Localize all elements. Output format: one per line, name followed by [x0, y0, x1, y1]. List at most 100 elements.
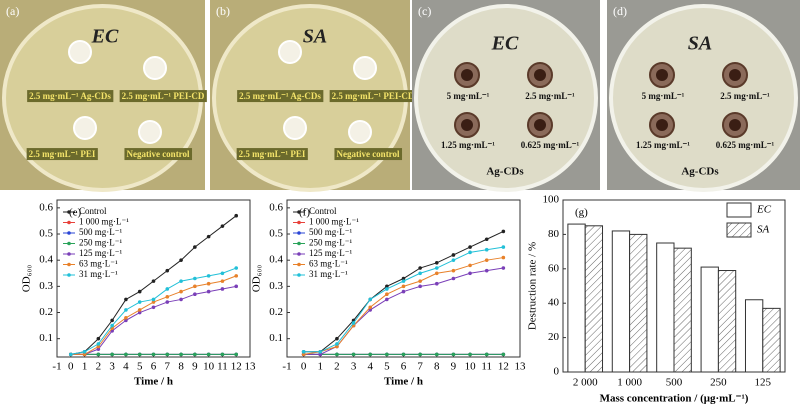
data-point	[468, 263, 472, 268]
x-tick-label: 8	[434, 361, 440, 373]
x-tick-label: 10	[203, 361, 215, 373]
x-tick-label: 500	[666, 377, 683, 389]
plate-text: 2.5 mg·mL⁻¹	[525, 91, 575, 101]
panel-label: (g)	[575, 207, 588, 219]
plate-text: 0.625 mg·mL⁻¹	[716, 140, 775, 150]
x-tick-label: -1	[282, 361, 291, 373]
legend-marker	[297, 262, 301, 267]
data-point	[484, 268, 489, 273]
data-point	[179, 297, 183, 302]
y-tick-label: 0.1	[39, 332, 53, 344]
data-point	[124, 297, 128, 302]
panel-label: (a)	[6, 4, 19, 18]
data-point	[484, 352, 489, 357]
data-point	[418, 279, 422, 283]
data-point	[401, 352, 406, 357]
data-point	[220, 271, 225, 276]
y-tick-label: 60	[548, 262, 560, 274]
well	[143, 56, 167, 80]
photo-panel: (a) EC 2.5 mg·mL⁻¹ Ag-CDs 2.5 mg·mL⁻¹ PEI-C…	[0, 0, 207, 192]
x-axis-label: Time / h	[384, 376, 423, 388]
x-tick-label: 5	[384, 361, 390, 373]
data-point	[179, 289, 183, 294]
data-point	[418, 266, 422, 270]
y-tick-label: 100	[543, 194, 560, 206]
data-point	[501, 255, 506, 260]
data-point	[137, 352, 142, 357]
data-point	[318, 349, 323, 354]
x-tick-label: -1	[52, 361, 61, 373]
data-point	[368, 297, 373, 302]
data-point	[110, 352, 114, 357]
data-point	[484, 237, 489, 242]
data-point	[234, 284, 239, 289]
x-tick-label: 2 000	[573, 377, 598, 389]
data-point	[401, 289, 406, 294]
well	[278, 40, 302, 64]
data-point	[124, 308, 128, 312]
plate-text: 2.5 mg·mL⁻¹ PEI-CD	[122, 91, 205, 101]
plate-text: Negative control	[126, 149, 190, 159]
data-point	[401, 279, 406, 283]
data-point	[335, 336, 339, 341]
y-tick-label: 20	[548, 331, 560, 343]
data-point	[301, 349, 306, 354]
label-background	[334, 148, 403, 161]
data-point	[234, 213, 239, 218]
data-point	[434, 281, 439, 286]
panel-label: (c)	[418, 4, 431, 18]
data-point	[234, 352, 239, 357]
data-point	[193, 284, 197, 289]
plate-text: Negative control	[336, 149, 400, 159]
y-axis-label: OD₆₀₀	[21, 265, 33, 293]
well	[73, 116, 97, 140]
data-point	[335, 342, 339, 346]
data-point	[137, 300, 142, 304]
x-tick-label: 250	[710, 377, 727, 389]
legend-label: 1 000 mg·L⁻¹	[79, 217, 129, 227]
data-point	[137, 289, 142, 294]
data-point	[385, 287, 389, 291]
well-center	[729, 69, 741, 81]
legend-label: 125 mg·L⁻¹	[79, 248, 122, 258]
y-tick-label: 80	[548, 228, 560, 240]
data-point	[451, 253, 456, 257]
data-point	[82, 349, 87, 354]
data-point	[193, 292, 197, 297]
well	[348, 120, 372, 144]
y-tick-label: 0.1	[269, 332, 283, 344]
bar	[744, 299, 764, 373]
x-axis-label: Time / h	[134, 376, 173, 388]
data-point	[137, 310, 142, 315]
well-center	[534, 69, 546, 81]
y-tick-label: 0.6	[269, 201, 283, 213]
bar	[673, 247, 692, 373]
well-center	[656, 119, 668, 131]
x-tick-label: 7	[417, 361, 423, 373]
data-point	[165, 352, 170, 357]
x-tick-label: 0	[301, 361, 307, 373]
x-tick-label: 5	[137, 361, 143, 373]
data-point	[418, 271, 422, 276]
data-point	[468, 245, 472, 249]
x-tick-label: 1	[82, 361, 88, 373]
petri-dish	[414, 4, 598, 192]
x-tick-label: 13	[245, 361, 257, 373]
data-point	[234, 274, 239, 278]
data-point	[484, 258, 489, 262]
data-point	[220, 352, 225, 357]
well-center	[534, 119, 546, 131]
y-axis-label: Destruction rate / %	[527, 242, 539, 330]
plate-text: 2.5 mg·mL⁻¹ Ag-CDs	[239, 91, 321, 101]
bar	[762, 307, 781, 373]
data-point	[193, 276, 197, 281]
x-tick-label: 0	[68, 361, 74, 373]
series-line	[70, 275, 237, 355]
data-point	[206, 281, 211, 286]
x-tick-label: 2	[96, 361, 102, 373]
data-point	[468, 250, 472, 255]
data-point	[124, 318, 128, 323]
x-tick-label: 9	[451, 361, 457, 373]
y-tick-label: 0.5	[39, 228, 53, 240]
legend-label: SA	[757, 224, 770, 236]
